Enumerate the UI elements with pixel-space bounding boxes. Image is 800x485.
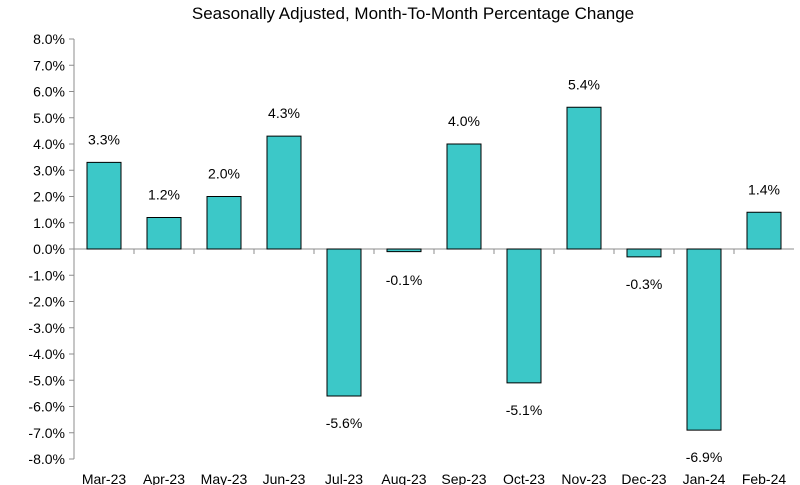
data-label: -5.1% bbox=[506, 402, 543, 418]
y-tick-label: 3.0% bbox=[33, 162, 65, 178]
x-tick-label: Jan-24 bbox=[683, 471, 726, 485]
chart-tick-labels: 8.0% 7.0% 6.0% 5.0% 4.0% 3.0% 2.0% 1.0% 0.0% -1.0… bbox=[28, 31, 786, 485]
data-label: 1.4% bbox=[748, 181, 780, 197]
bar bbox=[266, 135, 302, 250]
data-label: -6.9% bbox=[686, 449, 723, 465]
x-tick-label: Dec-23 bbox=[621, 471, 666, 485]
bar bbox=[146, 217, 182, 250]
data-label: 4.3% bbox=[268, 105, 300, 121]
bar bbox=[746, 211, 782, 250]
y-tick-label: 4.0% bbox=[33, 136, 65, 152]
y-tick-label: -5.0% bbox=[28, 372, 65, 388]
bar bbox=[446, 143, 482, 250]
y-tick-label: -1.0% bbox=[28, 267, 65, 283]
bar bbox=[386, 248, 422, 253]
bar bbox=[326, 248, 362, 397]
bar bbox=[86, 161, 122, 250]
y-tick-label: 8.0% bbox=[33, 31, 65, 47]
x-tick-label: Apr-23 bbox=[143, 471, 185, 485]
data-label: 3.3% bbox=[88, 131, 120, 147]
x-tick-label: Mar-23 bbox=[82, 471, 127, 485]
x-tick-label: May-23 bbox=[201, 471, 248, 485]
bar bbox=[206, 196, 242, 250]
bar bbox=[626, 248, 662, 258]
y-tick-label: 7.0% bbox=[33, 57, 65, 73]
bar bbox=[686, 248, 722, 431]
chart-bars bbox=[86, 106, 782, 431]
x-tick-label: Aug-23 bbox=[381, 471, 426, 485]
y-tick-label: -4.0% bbox=[28, 346, 65, 362]
x-tick-label: Oct-23 bbox=[503, 471, 545, 485]
y-tick-label: -8.0% bbox=[28, 451, 65, 467]
chart-title: Seasonally Adjusted, Month-To-Month Perc… bbox=[192, 4, 634, 23]
data-label: 2.0% bbox=[208, 166, 240, 182]
y-tick-label: 1.0% bbox=[33, 215, 65, 231]
bar bbox=[506, 248, 542, 384]
x-tick-label: Nov-23 bbox=[561, 471, 606, 485]
y-tick-label: 2.0% bbox=[33, 189, 65, 205]
data-label: -0.3% bbox=[626, 276, 663, 292]
x-tick-label: Sep-23 bbox=[441, 471, 486, 485]
y-tick-label: -7.0% bbox=[28, 425, 65, 441]
y-tick-label: -3.0% bbox=[28, 320, 65, 336]
y-tick-label: 6.0% bbox=[33, 84, 65, 100]
y-tick-label: -6.0% bbox=[28, 399, 65, 415]
data-label: 4.0% bbox=[448, 113, 480, 129]
data-label: 1.2% bbox=[148, 187, 180, 203]
chart-data-labels: 3.3% 1.2% 2.0% 4.3% -5.6% -0.1% 4.0% -5.1% 5.4% -… bbox=[88, 76, 780, 465]
y-tick-label: 5.0% bbox=[33, 110, 65, 126]
x-tick-label: Jun-23 bbox=[263, 471, 306, 485]
y-tick-label: 0.0% bbox=[33, 241, 65, 257]
data-label: -5.6% bbox=[326, 415, 363, 431]
chart-axes bbox=[69, 38, 794, 460]
data-label: 5.4% bbox=[568, 76, 600, 92]
x-tick-label: Feb-24 bbox=[742, 471, 787, 485]
data-label: -0.1% bbox=[386, 272, 423, 288]
bar bbox=[566, 106, 602, 250]
x-tick-label: Jul-23 bbox=[325, 471, 363, 485]
y-tick-label: -2.0% bbox=[28, 294, 65, 310]
